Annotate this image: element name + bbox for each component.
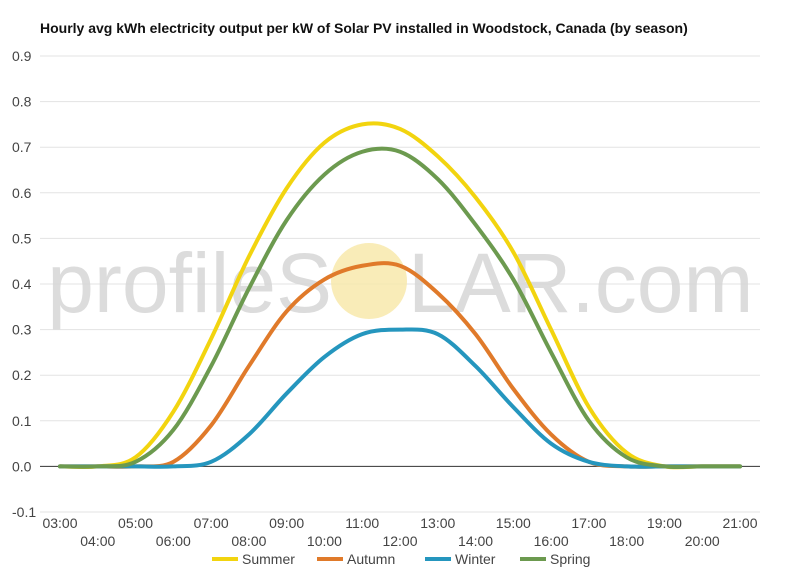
legend-item-autumn: Autumn [317,551,395,567]
x-tick-label: 12:00 [382,533,417,549]
series-line-spring [58,146,742,470]
y-tick-label: 0.5 [12,230,32,246]
x-tick-label: 05:00 [118,515,153,531]
legend-label: Winter [455,551,496,567]
x-tick-label: 04:00 [80,533,115,549]
y-tick-label: 0.3 [12,322,32,338]
legend-item-spring: Spring [520,551,590,567]
y-tick-label: 0.1 [12,413,32,429]
x-tick-label: 09:00 [269,515,304,531]
chart-title: Hourly avg kWh electricity output per kW… [40,20,688,36]
legend-item-summer: Summer [212,551,295,567]
series-line-summer [58,121,742,470]
y-tick-label: 0.9 [12,48,32,64]
legend-item-winter: Winter [425,551,496,567]
x-tick-label: 14:00 [458,533,493,549]
legend-label: Spring [550,551,590,567]
watermark-sun [331,243,407,319]
watermark-text-right: LAR.com [408,236,753,330]
x-tick-label: 21:00 [722,515,757,531]
y-tick-label: 0.2 [12,367,32,383]
series-line-winter [58,327,742,469]
x-tick-label: 11:00 [345,515,379,531]
x-tick-label: 10:00 [307,533,342,549]
x-tick-label: 06:00 [156,533,191,549]
y-tick-label: 0.7 [12,139,32,155]
y-tick-label: 0.8 [12,94,32,110]
legend-label: Summer [242,551,295,567]
y-tick-label: -0.1 [12,504,36,520]
x-tick-label: 03:00 [42,515,77,531]
x-tick-label: 15:00 [496,515,531,531]
x-tick-label: 07:00 [194,515,229,531]
x-tick-label: 19:00 [647,515,682,531]
y-tick-label: 0.6 [12,185,32,201]
y-tick-label: 0.4 [12,276,32,292]
watermark-text-left: profileS [47,236,332,330]
x-tick-label: 17:00 [571,515,606,531]
x-tick-label: 18:00 [609,533,644,549]
x-tick-label: 20:00 [685,533,720,549]
x-tick-label: 13:00 [420,515,455,531]
x-tick-label: 16:00 [534,533,569,549]
x-tick-label: 08:00 [231,533,266,549]
legend-label: Autumn [347,551,395,567]
y-tick-label: 0.0 [12,458,32,474]
